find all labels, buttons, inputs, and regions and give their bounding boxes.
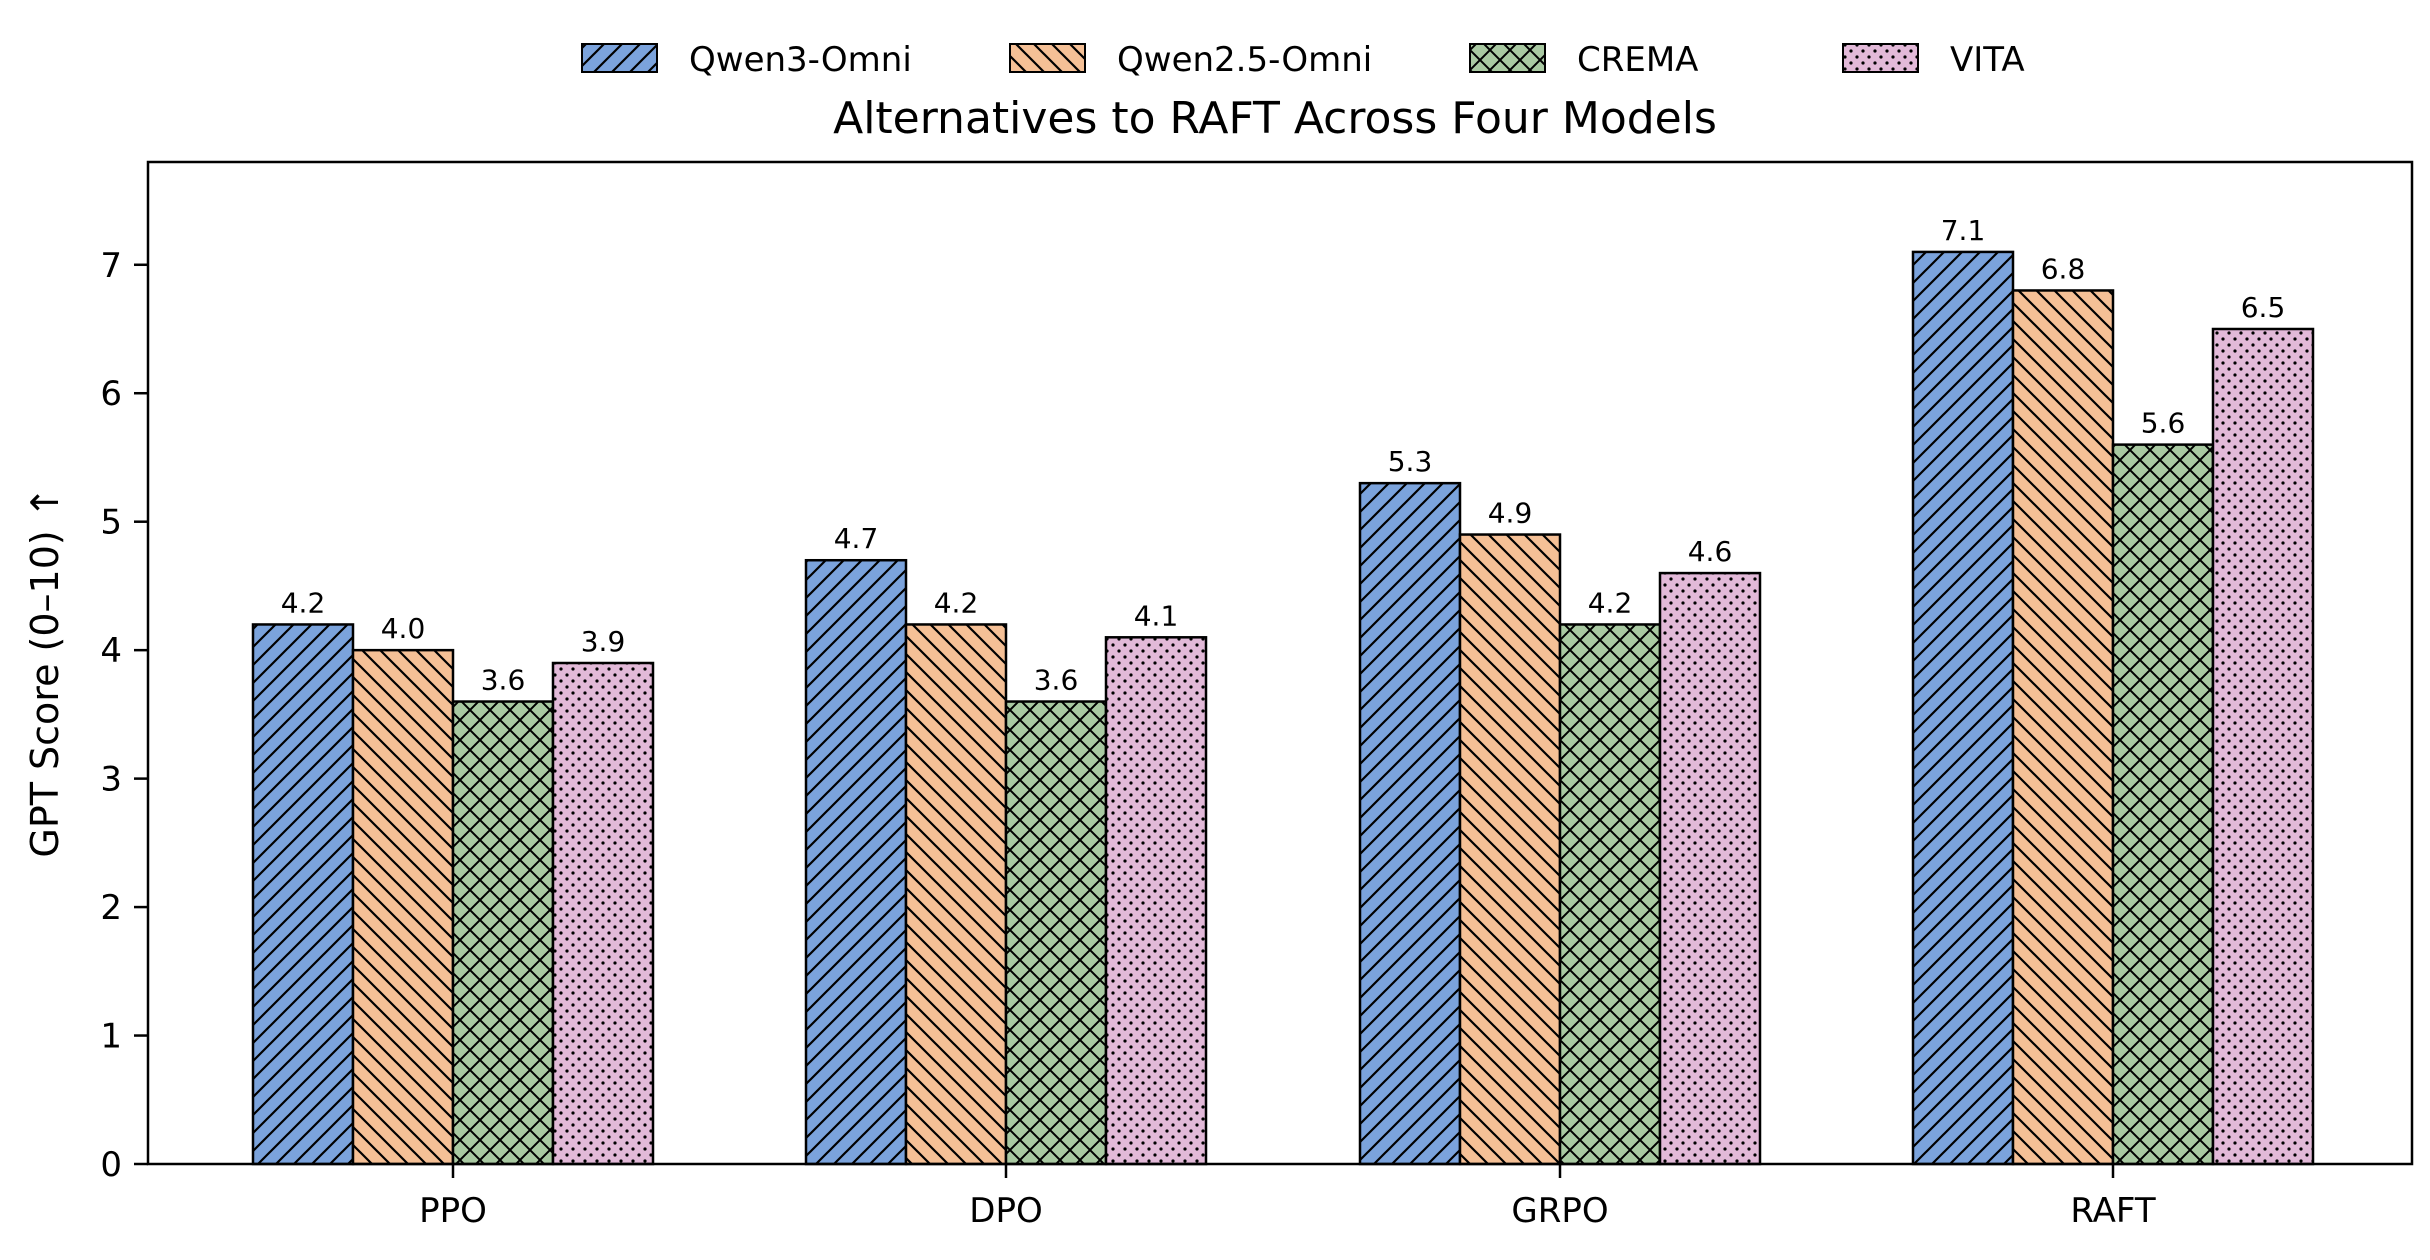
legend-swatch-vita: [1842, 43, 1919, 73]
bar-raft-crema: [2111, 443, 2215, 1166]
data-label-grpo-vita: 4.6: [1688, 535, 1733, 568]
bar-ppo-qwen3-omni: [251, 623, 355, 1166]
x-tick-label-ppo: PPO: [419, 1191, 487, 1231]
data-label-ppo-vita: 3.9: [581, 625, 626, 658]
data-label-raft-vita: 6.5: [2241, 291, 2286, 324]
bar-raft-vita: [2211, 327, 2315, 1166]
y-tick-label-0: 0: [100, 1145, 122, 1185]
bar-raft-qwen3-omni: [1911, 250, 2015, 1166]
bar-grpo-vita: [1658, 571, 1762, 1166]
y-tick-label-4: 4: [100, 631, 122, 671]
data-label-dpo-qwen3-omni: 4.7: [834, 522, 879, 555]
x-tick-label-raft: RAFT: [2070, 1191, 2155, 1231]
data-label-grpo-qwen2-5-omni: 4.9: [1488, 497, 1533, 530]
data-label-grpo-qwen3-omni: 5.3: [1388, 445, 1433, 478]
data-labels-layer: 4.2 4.0 3.6 3.9 4.7 4.2 3.6 4.1 5.3 4.9 4.2 4.6 7.1 6…: [281, 214, 2286, 697]
bar-raft-qwen2-5-omni: [2011, 289, 2115, 1166]
y-tick-label-5: 5: [100, 503, 122, 543]
legend-label-qwen2-5-omni: Qwen2.5-Omni: [1117, 40, 1372, 80]
data-label-raft-qwen2-5-omni: 6.8: [2041, 252, 2086, 285]
data-label-ppo-qwen2-5-omni: 4.0: [381, 612, 426, 645]
y-tick-label-3: 3: [100, 760, 122, 800]
bar-dpo-qwen3-omni: [804, 558, 908, 1166]
chart-title: Alternatives to RAFT Across Four Models: [833, 93, 1717, 144]
data-label-ppo-crema: 3.6: [481, 664, 526, 697]
bar-grpo-qwen2-5-omni: [1458, 533, 1562, 1166]
data-label-dpo-vita: 4.1: [1134, 599, 1179, 632]
bar-ppo-crema: [451, 700, 555, 1166]
bar-grpo-qwen3-omni: [1358, 481, 1462, 1166]
bar-ppo-vita: [551, 661, 655, 1166]
data-label-raft-crema: 5.6: [2141, 407, 2186, 440]
data-label-dpo-qwen2-5-omni: 4.2: [934, 586, 979, 619]
bar-dpo-crema: [1004, 700, 1108, 1166]
bars-layer: [251, 250, 2315, 1166]
data-label-raft-qwen3-omni: 7.1: [1941, 214, 1986, 247]
bar-dpo-qwen2-5-omni: [904, 623, 1008, 1166]
legend: Qwen3-Omni Qwen2.5-Omni CREMA VITA: [581, 40, 2025, 80]
legend-label-vita: VITA: [1950, 40, 2025, 80]
y-tick-label-2: 2: [100, 888, 122, 928]
legend-label-qwen3-omni: Qwen3-Omni: [689, 40, 912, 80]
legend-swatch-qwen2-5-omni: [1009, 43, 1086, 73]
bar-dpo-vita: [1104, 636, 1208, 1166]
bar-ppo-qwen2-5-omni: [351, 648, 455, 1166]
data-label-ppo-qwen3-omni: 4.2: [281, 586, 326, 619]
y-axis-label: GPT Score (0–10) ↑: [23, 486, 67, 857]
y-tick-label-7: 7: [100, 246, 122, 286]
legend-swatch-crema: [1469, 43, 1546, 73]
y-tick-label-6: 6: [100, 374, 122, 414]
data-label-grpo-crema: 4.2: [1588, 586, 1633, 619]
data-label-dpo-crema: 3.6: [1034, 664, 1079, 697]
x-tick-label-grpo: GRPO: [1511, 1191, 1608, 1231]
legend-label-crema: CREMA: [1577, 40, 1698, 80]
plot-frame: [146, 160, 2414, 1166]
legend-swatch-qwen3-omni: [581, 43, 658, 73]
bar-grpo-crema: [1558, 623, 1662, 1166]
y-axis: 0 1 2 3 4 5 6 7: [100, 246, 148, 1185]
x-tick-label-dpo: DPO: [969, 1191, 1042, 1231]
y-tick-label-1: 1: [100, 1017, 122, 1057]
x-axis: PPO DPO GRPO RAFT: [419, 1164, 2156, 1231]
